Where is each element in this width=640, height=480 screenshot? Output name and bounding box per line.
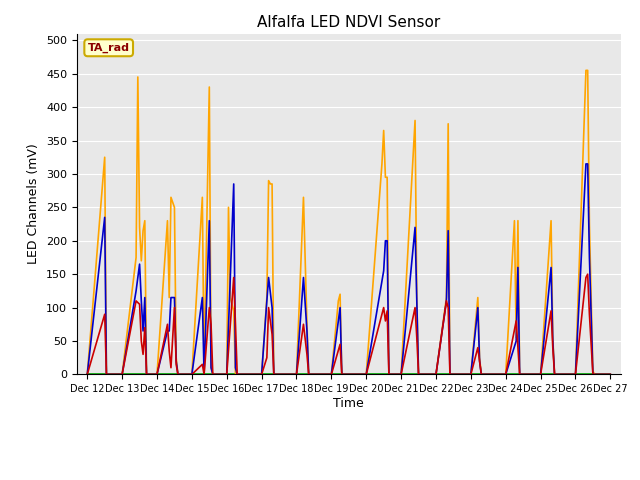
- Line: Red_out: Red_out: [87, 164, 611, 374]
- Nir_in: [258, 372, 266, 377]
- Nir_out: [225, 204, 232, 210]
- Nir_in: [607, 372, 614, 377]
- Nir_in: [83, 372, 91, 377]
- X-axis label: Time: Time: [333, 397, 364, 410]
- Text: TA_rad: TA_rad: [88, 43, 130, 53]
- Legend: Red_in, Red_out, Nir_in, Nir_out: Red_in, Red_out, Nir_in, Nir_out: [173, 476, 525, 480]
- Line: Red_in: Red_in: [87, 274, 611, 374]
- Red_in: [83, 372, 91, 377]
- Nir_in: [292, 372, 300, 377]
- Nir_out: [134, 74, 141, 80]
- Nir_in: [362, 372, 370, 377]
- Red_out: [516, 372, 524, 377]
- Red_in: [584, 271, 591, 277]
- Red_out: [143, 372, 150, 377]
- Nir_in: [153, 372, 161, 377]
- Red_out: [514, 264, 522, 270]
- Nir_out: [582, 68, 590, 73]
- Y-axis label: LED Channels (mV): LED Channels (mV): [28, 144, 40, 264]
- Nir_in: [572, 372, 579, 377]
- Red_in: [207, 322, 215, 327]
- Nir_in: [537, 372, 545, 377]
- Title: Alfalfa LED NDVI Sensor: Alfalfa LED NDVI Sensor: [257, 15, 440, 30]
- Red_in: [516, 372, 524, 377]
- Red_in: [174, 372, 182, 377]
- Nir_in: [118, 372, 126, 377]
- Nir_out: [607, 372, 614, 377]
- Nir_in: [397, 372, 405, 377]
- Red_out: [174, 372, 182, 377]
- Nir_out: [266, 181, 274, 187]
- Red_in: [143, 372, 150, 377]
- Line: Nir_out: Nir_out: [87, 71, 611, 374]
- Red_out: [607, 372, 614, 377]
- Nir_in: [188, 372, 196, 377]
- Nir_out: [305, 372, 312, 377]
- Red_out: [83, 372, 91, 377]
- Red_in: [338, 372, 346, 377]
- Nir_in: [467, 372, 475, 377]
- Nir_in: [223, 372, 230, 377]
- Red_out: [207, 365, 215, 371]
- Red_in: [514, 345, 522, 350]
- Nir_out: [83, 372, 91, 377]
- Nir_in: [328, 372, 335, 377]
- Red_in: [607, 372, 614, 377]
- Nir_in: [432, 372, 440, 377]
- Nir_out: [443, 295, 451, 300]
- Nir_in: [502, 372, 509, 377]
- Nir_out: [165, 295, 173, 300]
- Red_out: [582, 161, 590, 167]
- Red_out: [338, 372, 346, 377]
